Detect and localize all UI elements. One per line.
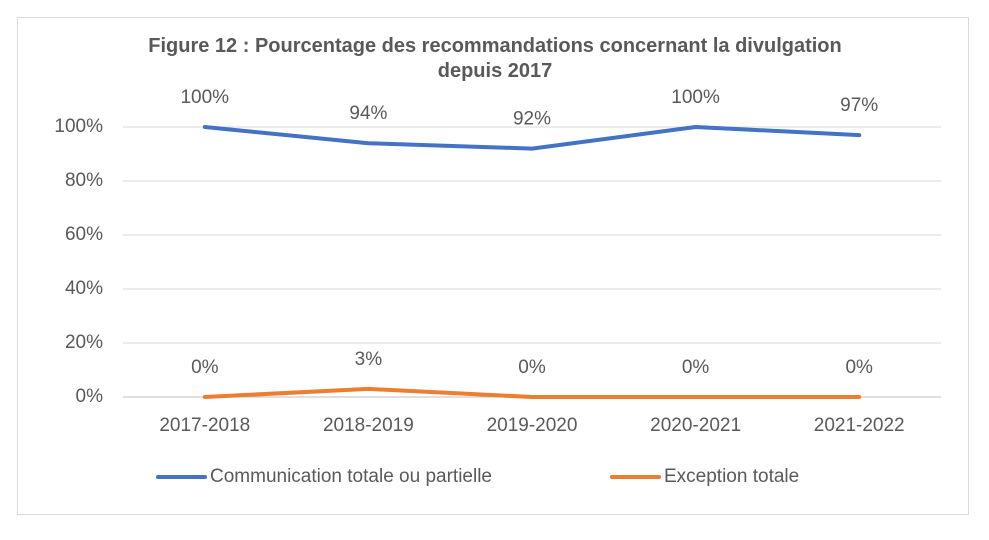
y-tick-label: 100%: [54, 116, 103, 137]
data-label: 100%: [180, 87, 229, 108]
series-line: [202, 386, 862, 399]
y-tick-label: 0%: [76, 386, 104, 407]
y-tick-label: 60%: [65, 224, 103, 245]
x-tick-label: 2021-2022: [814, 415, 905, 436]
legend-label: Communication totale ou partielle: [210, 466, 492, 487]
legend-label: Exception totale: [664, 466, 799, 487]
data-label: 0%: [518, 357, 546, 378]
data-label: 100%: [671, 87, 720, 108]
data-label: 3%: [355, 349, 383, 370]
x-tick-label: 2018-2019: [323, 415, 414, 436]
y-tick-label: 20%: [65, 332, 103, 353]
y-tick-label: 40%: [65, 278, 103, 299]
chart-title: Figure 12 : Pourcentage des recommandati…: [148, 35, 842, 82]
y-tick-label: 80%: [65, 170, 103, 191]
x-tick-label: 2017-2018: [159, 415, 250, 436]
data-label: 92%: [513, 109, 551, 130]
x-tick-label: 2019-2020: [487, 415, 578, 436]
data-label: 97%: [840, 95, 878, 116]
chart-frame: [17, 17, 969, 515]
data-label: 0%: [845, 357, 873, 378]
data-label: 0%: [191, 357, 219, 378]
data-label: 94%: [349, 103, 387, 124]
x-tick-label: 2020-2021: [650, 415, 741, 436]
series-line: [202, 125, 862, 151]
data-label: 0%: [682, 357, 710, 378]
